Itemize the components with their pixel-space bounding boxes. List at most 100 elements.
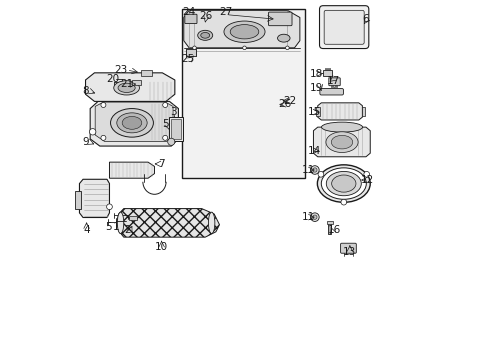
Ellipse shape: [321, 168, 366, 199]
Text: 12: 12: [360, 175, 374, 185]
Text: 9: 9: [82, 138, 89, 148]
Ellipse shape: [117, 212, 123, 234]
FancyBboxPatch shape: [319, 6, 368, 49]
Polygon shape: [95, 102, 173, 141]
Polygon shape: [116, 208, 219, 237]
Circle shape: [242, 46, 246, 50]
Text: 23: 23: [114, 65, 127, 75]
Text: 11: 11: [302, 165, 315, 175]
Text: 3: 3: [170, 107, 177, 117]
Circle shape: [317, 171, 323, 177]
Ellipse shape: [224, 21, 264, 42]
Circle shape: [101, 135, 106, 140]
Ellipse shape: [197, 30, 212, 40]
Circle shape: [192, 46, 196, 50]
Text: 1: 1: [112, 222, 119, 232]
Bar: [168, 117, 183, 141]
Text: 26: 26: [277, 99, 290, 109]
Circle shape: [285, 46, 288, 50]
Text: 5: 5: [104, 222, 111, 232]
Text: 7: 7: [158, 159, 164, 169]
Bar: [129, 216, 137, 220]
Bar: [170, 119, 181, 139]
Circle shape: [310, 213, 319, 221]
Text: 10: 10: [155, 242, 168, 252]
Bar: [75, 191, 81, 208]
Ellipse shape: [325, 132, 357, 153]
FancyBboxPatch shape: [184, 14, 197, 23]
Text: 20: 20: [105, 74, 119, 84]
Circle shape: [106, 204, 112, 210]
Polygon shape: [80, 179, 109, 217]
Ellipse shape: [331, 175, 355, 192]
Bar: [326, 221, 332, 224]
Ellipse shape: [122, 116, 142, 129]
Ellipse shape: [317, 165, 369, 202]
Ellipse shape: [110, 109, 153, 137]
Circle shape: [340, 199, 346, 205]
Bar: [132, 80, 141, 85]
Text: 16: 16: [327, 225, 341, 235]
Circle shape: [101, 103, 106, 108]
Circle shape: [312, 215, 316, 219]
Circle shape: [89, 129, 96, 135]
Text: 15: 15: [307, 107, 320, 117]
FancyBboxPatch shape: [268, 12, 291, 26]
Text: 4: 4: [83, 225, 90, 235]
Polygon shape: [90, 102, 178, 146]
Ellipse shape: [230, 24, 258, 39]
Bar: [324, 68, 325, 70]
Ellipse shape: [208, 212, 214, 234]
Text: 11: 11: [302, 212, 315, 222]
FancyBboxPatch shape: [340, 243, 356, 253]
Ellipse shape: [117, 113, 147, 133]
Bar: [335, 85, 337, 87]
Bar: [141, 70, 152, 76]
Circle shape: [312, 168, 316, 172]
Bar: [186, 49, 196, 56]
Polygon shape: [183, 10, 299, 48]
Ellipse shape: [114, 81, 139, 95]
Text: 26: 26: [199, 12, 212, 21]
Bar: [361, 107, 365, 116]
Bar: [328, 68, 329, 70]
FancyBboxPatch shape: [319, 89, 343, 95]
Bar: [182, 9, 305, 178]
Text: 6: 6: [362, 14, 368, 23]
Bar: [328, 222, 330, 234]
Text: 17: 17: [326, 76, 339, 86]
Text: 19: 19: [309, 83, 322, 93]
Text: 18: 18: [309, 68, 322, 78]
Polygon shape: [313, 127, 369, 157]
Polygon shape: [317, 103, 362, 120]
Bar: [332, 85, 334, 87]
Circle shape: [363, 171, 369, 177]
Ellipse shape: [201, 32, 209, 38]
Text: 24: 24: [182, 7, 195, 17]
Bar: [315, 107, 319, 116]
Text: 25: 25: [181, 54, 194, 64]
Circle shape: [163, 135, 167, 140]
Text: 2: 2: [124, 225, 130, 235]
Bar: [323, 70, 331, 76]
Circle shape: [163, 103, 167, 108]
Bar: [326, 68, 327, 70]
Text: 8: 8: [82, 86, 89, 96]
Text: 21: 21: [121, 79, 134, 89]
Bar: [330, 85, 332, 87]
Ellipse shape: [118, 83, 135, 93]
Ellipse shape: [321, 122, 362, 132]
FancyBboxPatch shape: [328, 78, 340, 86]
Ellipse shape: [277, 34, 289, 42]
Ellipse shape: [331, 135, 352, 149]
Ellipse shape: [325, 171, 361, 196]
Text: 22: 22: [283, 96, 296, 106]
Polygon shape: [109, 162, 154, 178]
Text: 27: 27: [219, 7, 232, 17]
Text: 14: 14: [307, 146, 320, 156]
Text: 13: 13: [343, 247, 356, 257]
FancyBboxPatch shape: [324, 10, 364, 44]
Polygon shape: [85, 73, 175, 102]
Text: 5: 5: [162, 119, 168, 129]
Circle shape: [310, 166, 319, 174]
